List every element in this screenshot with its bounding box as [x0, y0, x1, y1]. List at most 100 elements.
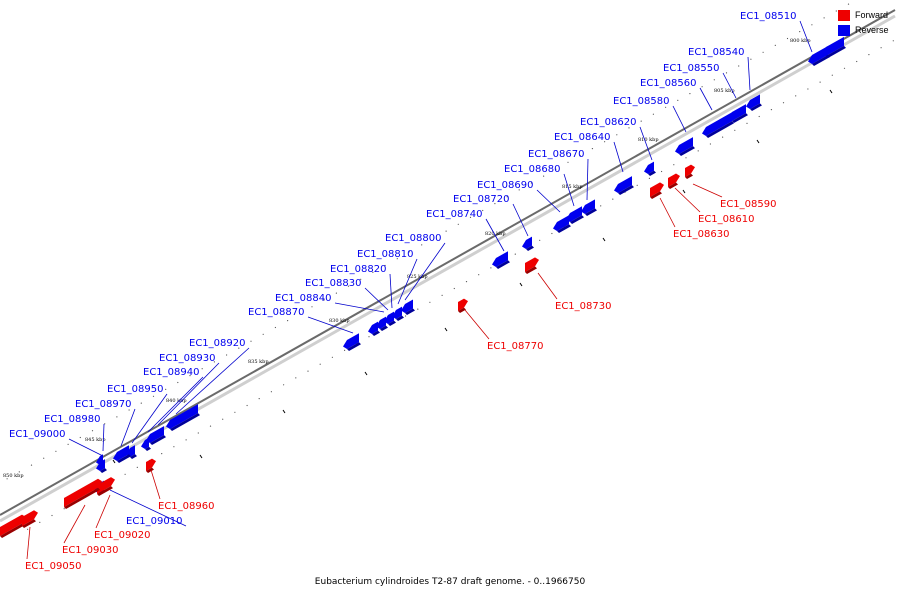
tick-dash: [756, 139, 760, 144]
gene-arrow: [96, 462, 100, 471]
ruler-dot: [429, 301, 431, 303]
gene-leader: [485, 218, 505, 252]
gene-arrow: [644, 165, 648, 174]
gene-box: [618, 176, 632, 193]
ruler-dot: [713, 79, 715, 81]
gene-box-shadow: [732, 113, 748, 123]
ruler-dot: [835, 10, 837, 12]
ruler-dot: [79, 436, 81, 439]
ruler-dot: [344, 349, 346, 351]
tick-dash: [199, 454, 203, 459]
ruler-dot: [323, 299, 325, 301]
ruler-dot: [543, 175, 545, 177]
gene-box: [145, 437, 149, 449]
gene-leader: [131, 393, 168, 444]
gene-box-shadow: [525, 266, 537, 274]
gene-arrow: [535, 257, 539, 267]
gene-box-shadow: [526, 245, 534, 251]
gene-box-shadow: [372, 330, 380, 336]
ruler-dot: [421, 244, 423, 246]
ruler-dot: [104, 423, 106, 425]
tick-dash: [444, 327, 448, 332]
gene-leader: [389, 273, 393, 309]
gene-label: EC1_08960: [158, 501, 214, 512]
gene-box-shadow: [22, 519, 36, 528]
ruler-dot: [30, 464, 33, 466]
gene-box: [372, 321, 378, 334]
gene-leader: [397, 258, 418, 305]
gene-box: [117, 445, 129, 461]
tick-label: 815 kbp: [562, 184, 583, 190]
ruler-dot: [433, 237, 435, 239]
genome-axis-shadow: [0, 14, 896, 523]
gene-label: EC1_09030: [62, 545, 118, 556]
tick-label: 850 kbp: [3, 473, 24, 479]
gene-label: EC1_08980: [44, 414, 100, 425]
ruler-dot: [226, 354, 228, 356]
gene-box-shadow: [750, 103, 762, 111]
ruler-dot: [51, 514, 53, 517]
ruler-dot: [831, 74, 833, 76]
ruler-dot: [453, 287, 455, 290]
gene-box-shadow: [405, 308, 415, 315]
gene-box: [150, 426, 164, 443]
gene-leader: [334, 302, 385, 313]
gene-box: [170, 404, 198, 429]
gene-box-shadow: [146, 467, 154, 473]
gene-leader: [364, 287, 389, 311]
gene-box: [405, 299, 413, 313]
tick-label: 820 kbp: [485, 231, 506, 237]
gene-arrow: [343, 340, 347, 349]
ruler-dot: [152, 395, 155, 397]
gene-label: EC1_09000: [9, 429, 65, 440]
gene-leader: [537, 272, 558, 300]
gene-label: EC1_08950: [107, 384, 163, 395]
ruler-dot: [347, 285, 350, 287]
forward-swatch: [838, 10, 850, 21]
gene-label: EC1_08740: [426, 209, 482, 220]
gene-arrow: [676, 173, 680, 183]
gene-arrow: [675, 145, 679, 154]
ruler-dot: [616, 134, 618, 136]
gene-leader: [639, 126, 653, 161]
ruler-dot: [27, 528, 29, 530]
ruler-dot: [197, 432, 199, 434]
gene-box-shadow: [557, 224, 571, 233]
gene-box: [396, 306, 402, 319]
ruler-dot: [335, 292, 337, 294]
gene-box: [100, 459, 105, 471]
gene-leader: [512, 203, 529, 237]
gene-label: EC1_08620: [580, 117, 636, 128]
gene-arrow: [808, 55, 812, 64]
gene-box-shadow: [117, 454, 131, 463]
gene-box-shadow: [170, 413, 200, 431]
ruler-dot: [567, 161, 569, 163]
ruler-dot: [758, 115, 760, 118]
gene-box-shadow: [130, 454, 137, 459]
gene-box-shadow: [650, 191, 662, 199]
tick-dash: [682, 189, 686, 194]
ruler-dot: [640, 120, 642, 122]
ruler-dot: [880, 47, 882, 49]
gene-box-shadow: [347, 342, 361, 351]
ruler-dot: [250, 340, 252, 342]
gene-box-shadow: [100, 468, 107, 473]
gene-label: EC1_08940: [143, 367, 199, 378]
ruler-dot: [18, 471, 20, 473]
gene-box: [650, 182, 660, 197]
gene-box: [496, 251, 508, 267]
ruler-dot: [368, 336, 370, 338]
ruler-dot: [494, 203, 496, 205]
gene-arrow: [96, 456, 100, 465]
gene-label: EC1_08640: [554, 132, 610, 143]
ruler-dot: [465, 281, 468, 283]
gene-box-shadow: [618, 185, 634, 195]
ruler-dot: [514, 253, 516, 255]
gene-leader: [692, 183, 723, 198]
ruler-dot: [270, 391, 272, 393]
ruler-dot: [799, 31, 801, 33]
legend: Forward Reverse: [838, 8, 898, 38]
ruler-dot: [685, 157, 687, 159]
gene-leader: [464, 309, 490, 340]
